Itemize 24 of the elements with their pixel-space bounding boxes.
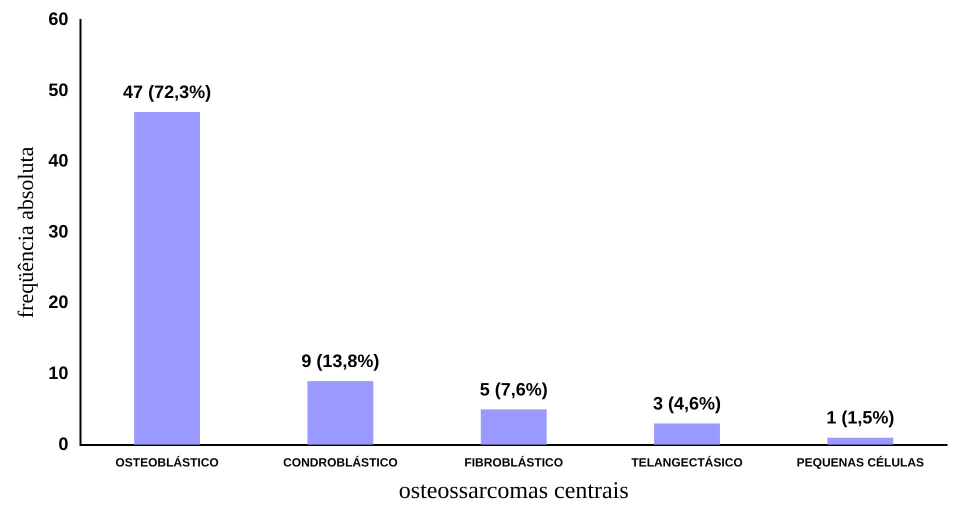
bar [134,112,200,445]
y-tick-label: 20 [48,292,68,312]
x-tick-label: CONDROBLÁSTICO [283,455,398,470]
data-label: 9 (13,8%) [301,351,380,372]
data-label: 47 (72,3%) [123,82,212,102]
data-label: 3 (4,6%) [653,394,722,414]
x-axis-title: osteossarcomas centrais [398,478,629,504]
x-tick-label: PEQUENAS CÉLULAS [796,455,924,470]
y-tick-label: 30 [48,221,68,242]
x-tick-label: TELANGECTÁSICO [631,455,743,470]
data-label: 5 (7,6%) [480,379,548,400]
bar [307,381,374,445]
y-tick-label: 60 [48,8,68,29]
y-axis-title: freqüência absoluta [12,146,38,318]
x-tick-label: FIBROBLÁSTICO [464,455,564,470]
bar [827,438,894,445]
x-tick-label: OSTEOBLÁSTICO [115,455,219,470]
bar [480,409,547,445]
bar [654,424,720,445]
y-tick-label: 50 [48,80,68,100]
y-tick-label: 10 [48,362,68,383]
y-tick-label: 40 [48,150,68,171]
data-label: 1 (1,5%) [826,408,894,428]
y-tick-label: 0 [58,434,68,454]
